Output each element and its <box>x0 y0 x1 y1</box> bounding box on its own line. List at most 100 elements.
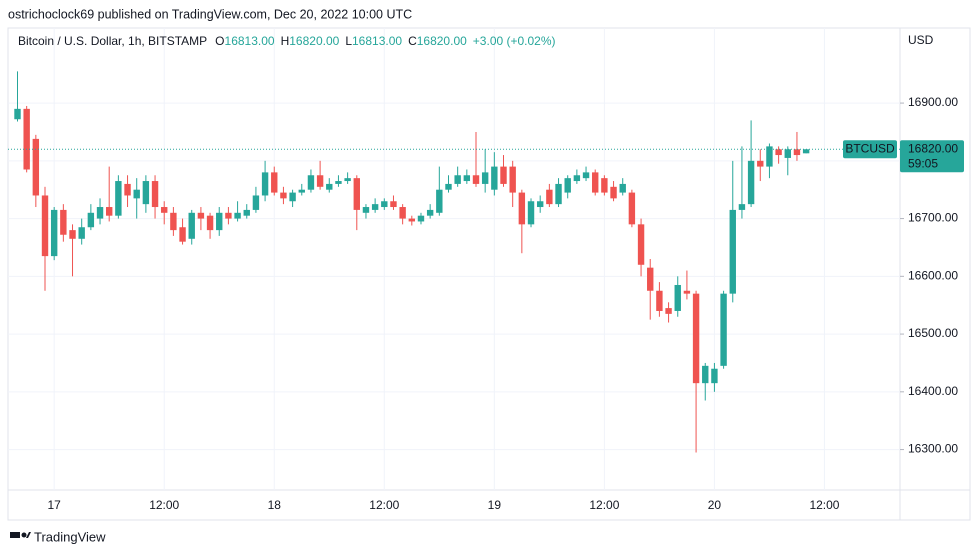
candle-body <box>399 207 406 219</box>
candle-body <box>362 207 370 213</box>
y-tick-label: 16700.00 <box>908 211 958 225</box>
candle-body <box>390 201 397 208</box>
symbol: Bitcoin / U.S. Dollar, 1h, BITSTAMP <box>18 34 208 48</box>
candle-body <box>720 293 727 366</box>
candle-body <box>371 204 379 210</box>
candle-body <box>14 108 21 120</box>
candle-body <box>151 181 159 208</box>
candle-body <box>592 172 599 193</box>
logo <box>10 532 31 538</box>
candle-body <box>179 227 186 242</box>
candle-body <box>69 230 76 239</box>
candle-body <box>344 178 351 182</box>
candle-body <box>674 284 681 311</box>
candle-body <box>628 192 636 225</box>
candle-body <box>170 212 177 231</box>
ohlc-key: L <box>345 34 352 48</box>
candle-body <box>619 183 626 193</box>
candle-body <box>683 290 691 294</box>
candle-body <box>133 189 140 199</box>
x-tick-label: 12:00 <box>809 498 839 512</box>
legend: Bitcoin / U.S. Dollar, 1h, BITSTAMP O 168… <box>18 34 562 48</box>
candle-body <box>491 166 498 190</box>
y-tick-label: 16900.00 <box>908 95 958 109</box>
candle-body <box>747 160 755 205</box>
candle-body <box>665 308 672 314</box>
candle-body <box>472 175 480 184</box>
candle-body <box>408 218 416 222</box>
ohlc-value: 16813.00 <box>352 34 403 48</box>
candle-body <box>729 209 736 294</box>
x-tick-label: 20 <box>708 498 722 512</box>
candle-body <box>518 192 526 225</box>
candle-body <box>271 172 278 193</box>
ohlc-value: 16813.00 <box>224 34 275 48</box>
candle-body <box>784 149 791 158</box>
y-tick-label: 16300.00 <box>908 442 958 456</box>
candle-body <box>555 183 562 205</box>
candle-body <box>161 207 168 213</box>
candle-body <box>78 227 85 239</box>
candle-body <box>326 183 333 190</box>
candle-body <box>692 293 700 384</box>
candle-body <box>206 215 214 231</box>
candle-body <box>536 201 544 208</box>
candle-body <box>32 138 40 196</box>
candle-body <box>426 209 434 216</box>
x-tick-label: 12:00 <box>589 498 619 512</box>
countdown: 59:05 <box>908 156 938 170</box>
y-tick-label: 16600.00 <box>908 268 958 282</box>
candle-body <box>23 108 30 170</box>
candle-body <box>610 186 617 199</box>
candle-body <box>216 212 223 231</box>
candle-body <box>197 212 205 219</box>
change: +3.00 (+0.02%) <box>472 34 556 48</box>
candle-body <box>316 175 324 187</box>
candle-body <box>381 201 388 208</box>
candle-body <box>564 178 571 193</box>
candle-body <box>582 172 590 179</box>
ohlc-key: H <box>280 34 290 48</box>
candle-body <box>307 175 315 190</box>
candle-body <box>124 183 131 196</box>
candle-body <box>454 175 461 184</box>
chart-frame <box>7 27 971 521</box>
candle-body <box>573 175 581 182</box>
candle-body <box>445 183 452 190</box>
candle-body <box>87 212 95 228</box>
candle-body <box>757 160 764 167</box>
candle-body <box>546 189 553 205</box>
ohlc-value: 16820.00 <box>289 34 340 48</box>
candle-body <box>509 166 516 193</box>
candle-body <box>353 178 360 210</box>
candle-body <box>766 146 773 167</box>
candle-body <box>527 201 535 225</box>
candle-body <box>775 149 782 156</box>
candle-body <box>637 224 645 265</box>
attribution: ostrichoclock69 published on TradingView… <box>8 7 412 21</box>
candle-body <box>711 368 718 384</box>
y-tick-label: 16400.00 <box>908 384 958 398</box>
candle-body <box>41 195 49 257</box>
candle-body <box>280 192 287 199</box>
candle-body <box>601 178 608 193</box>
candle-body <box>289 192 296 202</box>
candle-body <box>96 207 104 219</box>
brand: TradingView <box>34 529 106 544</box>
candle-body <box>647 267 654 291</box>
candle-body <box>60 209 67 235</box>
x-tick-label: 17 <box>48 498 62 512</box>
ohlc-key: C <box>408 34 417 48</box>
candle-body <box>261 172 269 196</box>
candle-body <box>656 290 663 311</box>
candle-body <box>225 212 232 219</box>
candle-body <box>115 181 122 216</box>
ohlc-value: 16820.00 <box>416 34 467 48</box>
x-tick-label: 12:00 <box>149 498 179 512</box>
candle-body <box>106 207 113 216</box>
candle-body <box>463 175 471 182</box>
candle-body <box>436 189 443 213</box>
candle-body <box>335 181 342 184</box>
candle-body <box>481 172 489 184</box>
